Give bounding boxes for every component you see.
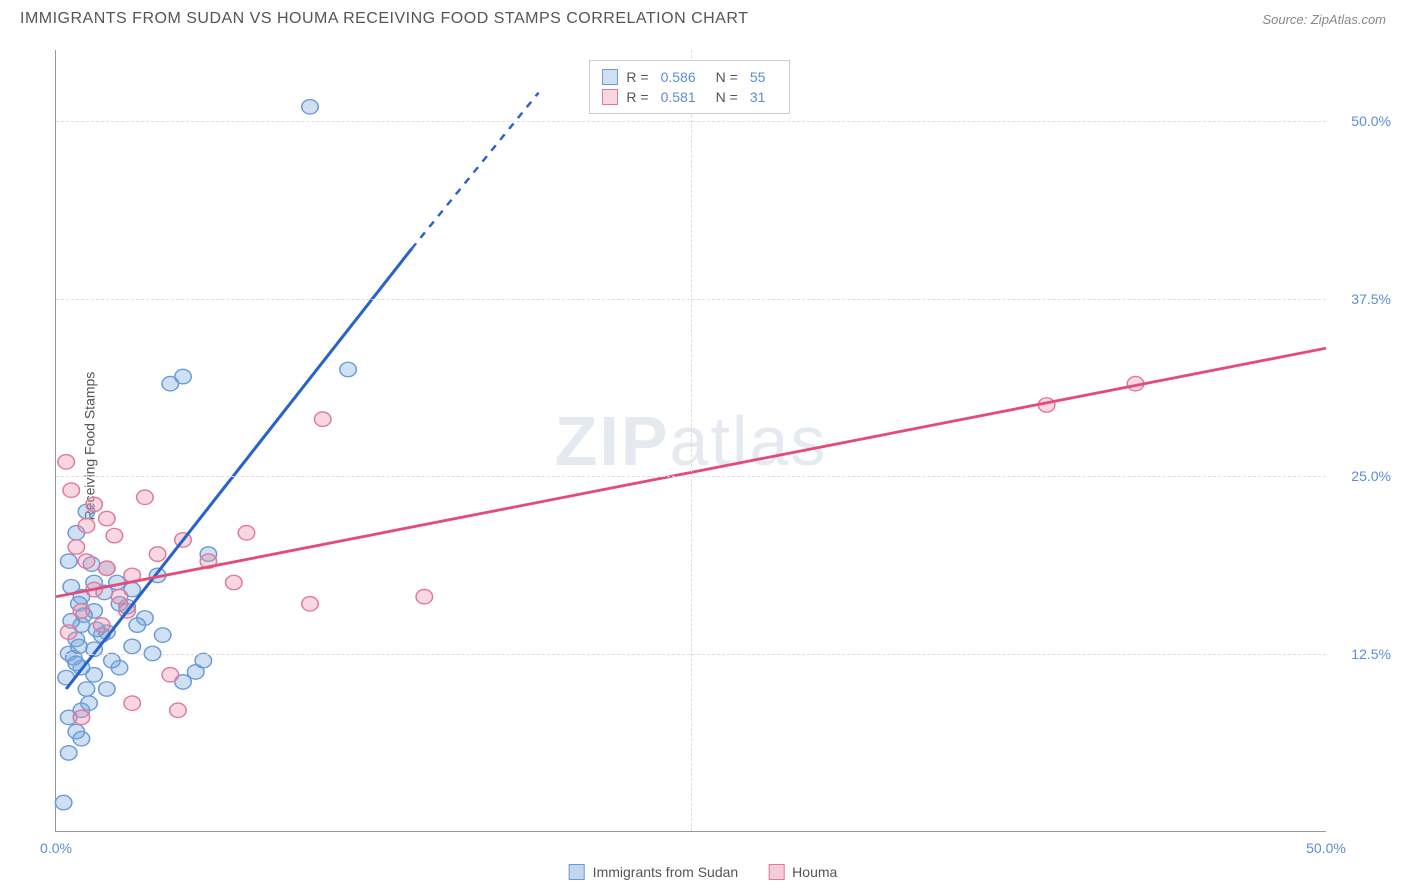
y-tick-label: 25.0% <box>1351 468 1391 484</box>
scatter-point <box>73 731 90 746</box>
chart-header: IMMIGRANTS FROM SUDAN VS HOUMA RECEIVING… <box>0 0 1406 33</box>
scatter-point <box>106 528 123 543</box>
scatter-point <box>60 746 77 761</box>
scatter-point <box>175 369 192 384</box>
legend-r-value-2: 0.581 <box>661 89 696 105</box>
scatter-point <box>302 597 319 612</box>
legend-bottom-swatch-2 <box>768 864 784 880</box>
scatter-point <box>111 589 128 604</box>
legend-top: R = 0.586 N = 55 R = 0.581 N = 31 <box>589 60 790 114</box>
scatter-point <box>416 589 433 604</box>
x-tick-label: 50.0% <box>1306 840 1346 856</box>
legend-swatch-2 <box>602 89 618 105</box>
scatter-point <box>99 561 116 576</box>
legend-n-label-2: N = <box>716 89 738 105</box>
scatter-point <box>124 639 141 654</box>
scatter-point <box>63 483 80 498</box>
scatter-point <box>238 526 255 541</box>
scatter-point <box>78 554 95 569</box>
scatter-point <box>170 703 187 718</box>
legend-bottom-label-2: Houma <box>792 864 837 880</box>
legend-bottom-item-1: Immigrants from Sudan <box>569 864 739 880</box>
scatter-point <box>99 682 116 697</box>
scatter-point <box>162 668 179 683</box>
scatter-point <box>55 795 72 810</box>
scatter-point <box>104 653 121 668</box>
x-tick-label: 0.0% <box>40 840 72 856</box>
gridline-vertical <box>691 50 692 831</box>
scatter-point <box>154 628 171 643</box>
legend-n-value-1: 55 <box>750 69 766 85</box>
trend-line <box>66 249 411 689</box>
scatter-point <box>60 554 77 569</box>
chart-title: IMMIGRANTS FROM SUDAN VS HOUMA RECEIVING… <box>20 10 748 28</box>
scatter-point <box>73 710 90 725</box>
y-tick-label: 12.5% <box>1351 646 1391 662</box>
plot-area: ZIPatlas R = 0.586 N = 55 R = 0.581 N = … <box>55 50 1326 832</box>
legend-r-label-2: R = <box>626 89 648 105</box>
scatter-point <box>60 625 77 640</box>
scatter-point <box>99 511 116 526</box>
scatter-point <box>340 362 357 377</box>
scatter-point <box>93 618 110 633</box>
scatter-point <box>195 653 212 668</box>
legend-r-label-1: R = <box>626 69 648 85</box>
scatter-point <box>81 696 98 711</box>
scatter-point <box>124 696 141 711</box>
scatter-point <box>314 412 331 427</box>
legend-n-label-1: N = <box>716 69 738 85</box>
scatter-point <box>73 604 90 619</box>
legend-row-series-2: R = 0.581 N = 31 <box>602 87 777 107</box>
legend-r-value-1: 0.586 <box>661 69 696 85</box>
scatter-point <box>58 455 75 470</box>
y-tick-label: 37.5% <box>1351 291 1391 307</box>
scatter-point <box>129 618 146 633</box>
legend-n-value-2: 31 <box>750 89 766 105</box>
scatter-point <box>86 497 103 512</box>
legend-bottom-item-2: Houma <box>768 864 837 880</box>
legend-row-series-1: R = 0.586 N = 55 <box>602 67 777 87</box>
legend-bottom-label-1: Immigrants from Sudan <box>593 864 739 880</box>
legend-swatch-1 <box>602 69 618 85</box>
scatter-point <box>68 540 85 555</box>
scatter-point <box>149 547 166 562</box>
trend-line-extrapolated <box>412 93 539 249</box>
scatter-point <box>302 100 319 115</box>
chart-container: ZIPatlas R = 0.586 N = 55 R = 0.581 N = … <box>55 50 1326 832</box>
legend-bottom: Immigrants from Sudan Houma <box>569 864 838 880</box>
scatter-point <box>226 575 243 590</box>
y-tick-label: 50.0% <box>1351 113 1391 129</box>
chart-source: Source: ZipAtlas.com <box>1262 12 1386 27</box>
legend-bottom-swatch-1 <box>569 864 585 880</box>
scatter-point <box>137 490 154 505</box>
scatter-point <box>71 639 88 654</box>
scatter-point <box>78 682 95 697</box>
scatter-point <box>78 518 95 533</box>
